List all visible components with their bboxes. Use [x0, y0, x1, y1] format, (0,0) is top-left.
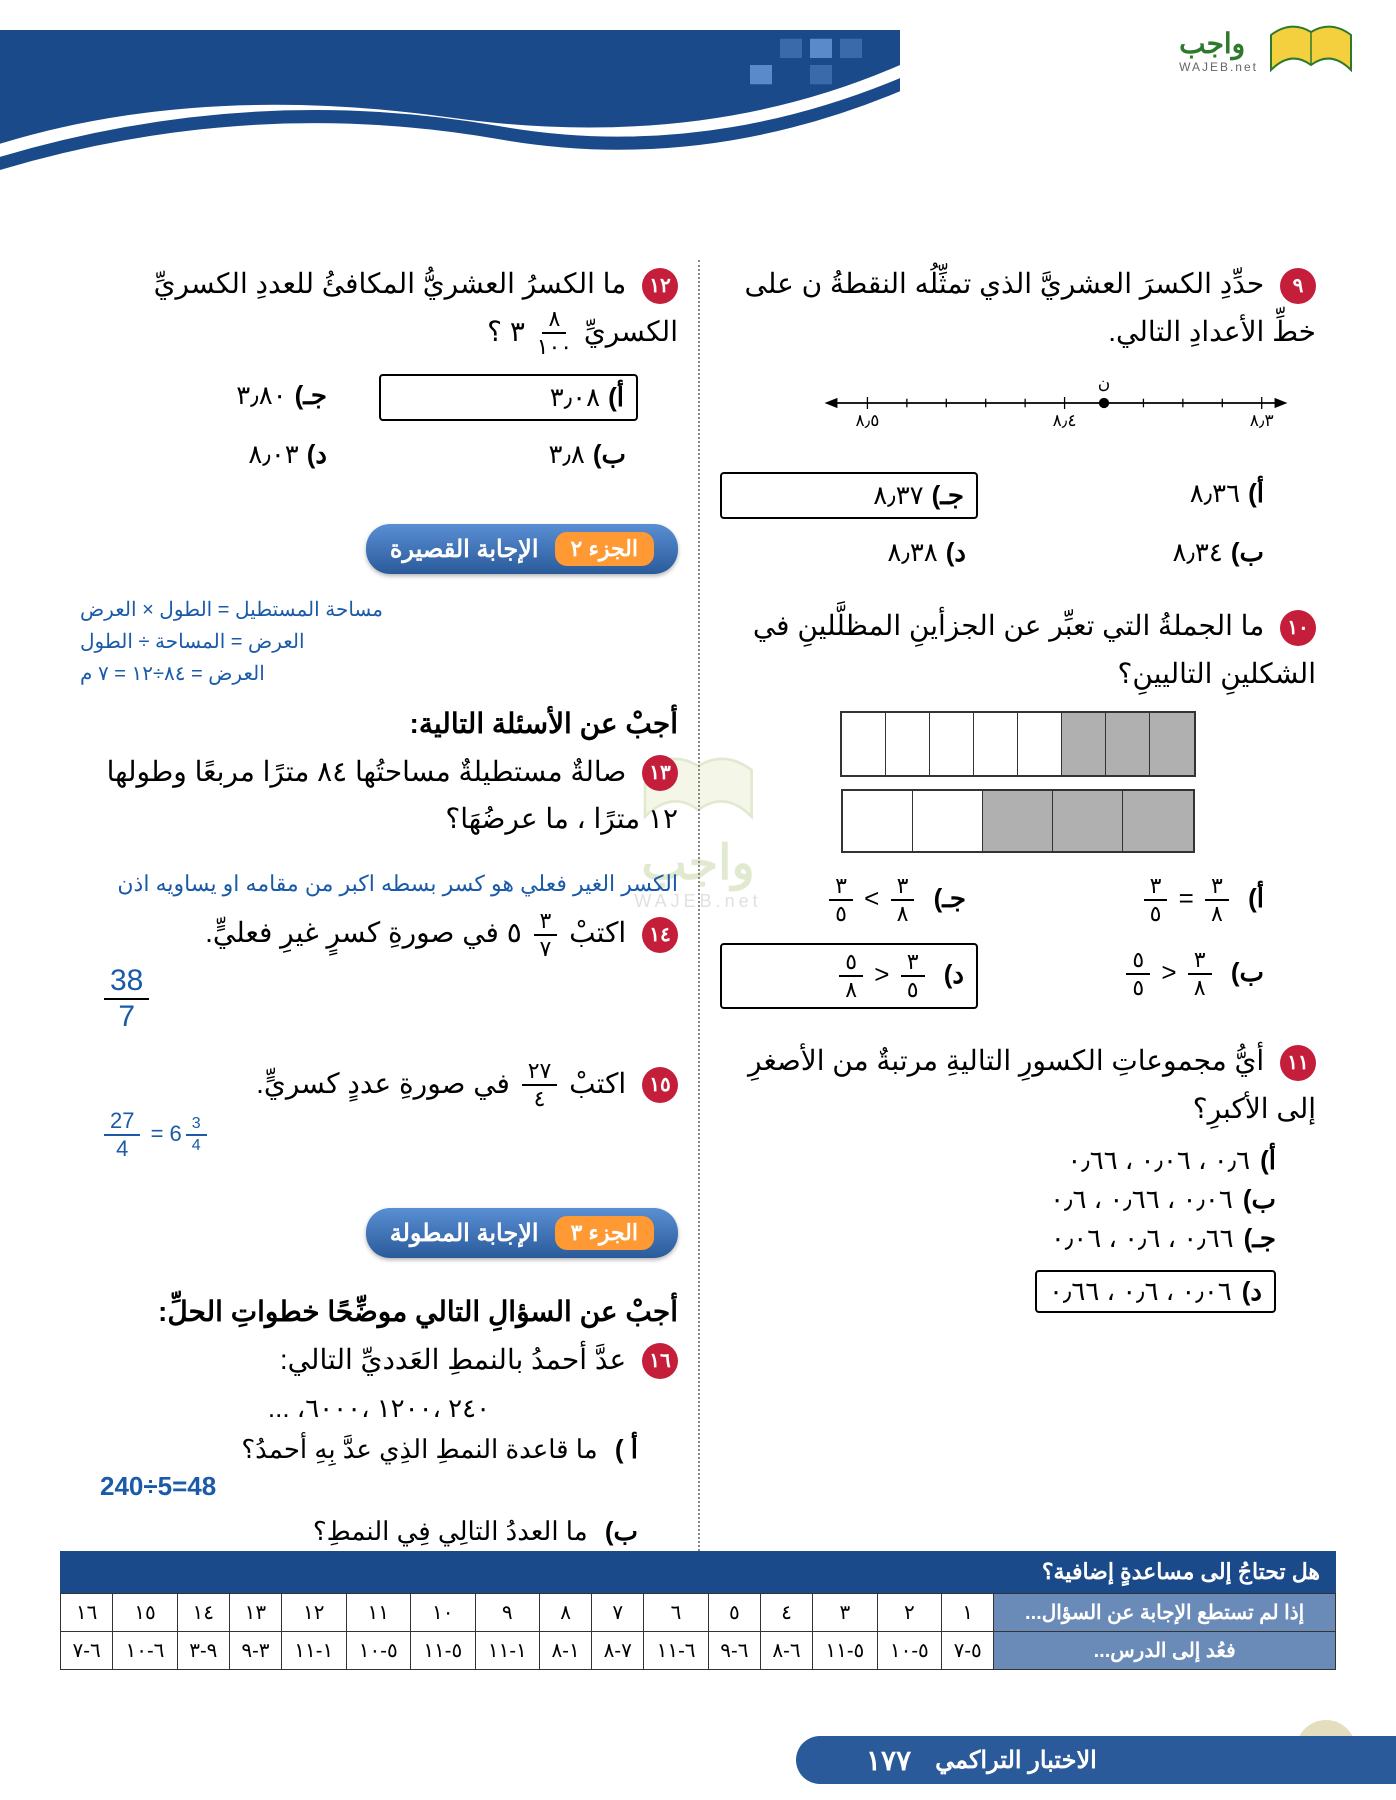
section-3-banner: الجزء ٣ الإجابة المطولة [366, 1208, 678, 1258]
q9-opt-a: أ)٨٫٣٦ [1018, 472, 1276, 519]
q15-answer: 274 = 634 [100, 1110, 678, 1160]
q16a-answer: 240÷5=48 [100, 1471, 678, 1502]
nl-right: ٨٫٣ [1250, 410, 1274, 430]
q10-opt-b: ب) ٣٨ < ٥٥ [1018, 943, 1276, 1009]
right-column: ٩ حدِّدِ الكسرَ العشريَّ الذي تمثِّلُه ا… [698, 260, 1336, 1575]
fraction-shapes [720, 711, 1316, 853]
q-number: ١١ [1280, 1045, 1316, 1081]
improper-hint: الكسر الغير فعلي هو كسر بسطه اكبر من مقا… [80, 871, 678, 897]
question-14: ١٤ اكتبْ ٣٧ ٥ في صورةِ كسرٍ غيرِ فعليٍّ.… [80, 909, 678, 1032]
help-table: هل تحتاجُ إلى مساعدةٍ إضافية؟ إذا لم تست… [60, 1551, 1336, 1670]
footer: الاختبار التراكمي ١٧٧ [0, 1710, 1396, 1800]
q9-opt-b: ب)٨٫٣٤ [1018, 531, 1276, 574]
q11-opt-c: جـ)٠٫٦٦ ، ٠٫٦ ، ٠٫٠٦ [760, 1223, 1276, 1254]
q12-opt-b: ب)٣٫٨ [379, 433, 638, 476]
q9-opt-c: جـ)٨٫٣٧ [720, 472, 978, 519]
instruction-2: أجبْ عن السؤالِ التالي موضِّحًا خطواتِ ا… [80, 1288, 678, 1336]
q10-opt-d: د) ٣٥ < ٥٨ [720, 943, 978, 1009]
logo: واجب WAJEB.net [1179, 20, 1356, 80]
point-n: ن [1098, 373, 1111, 392]
q12-opt-a: أ)٣٫٠٨ [379, 374, 638, 421]
question-13: ١٣ صالةٌ مستطيلةٌ مساحتُها ٨٤ مترًا مربع… [80, 748, 678, 843]
q11-text: أيُّ مجموعاتِ الكسورِ التاليةِ مرتبةٌ من… [748, 1045, 1316, 1124]
q12-opt-d: د)٨٫٠٣ [80, 433, 339, 476]
textbook-page: واجب WAJEB.net واجب WAJEB.net ٩ [0, 0, 1396, 1800]
q14-answer: 387 [100, 966, 678, 1032]
question-12: ١٢ ما الكسرُ العشريُّ المكافئُ للعددِ ال… [80, 260, 678, 476]
q-number: ١٠ [1280, 610, 1316, 646]
question-16: ١٦ عدَّ أحمدُ بالنمطِ العَدديِّ التالي: … [80, 1336, 678, 1548]
sequence: ... ،٢٤٠ ،١٢٠٠ ،٦٠٠٠ [80, 1393, 678, 1424]
formula-hints: مساحة المستطيل = الطول × العرض العرض = ا… [80, 594, 678, 690]
q10-opt-c: جـ) ٣٨ > ٣٥ [720, 869, 978, 931]
logo-text-en: WAJEB.net [1179, 60, 1258, 74]
q9-text: حدِّدِ الكسرَ العشريَّ الذي تمثِّلُه الن… [745, 268, 1317, 347]
q11-opt-b: ب)٠٫٠٦ ، ٠٫٦٦ ، ٠٫٦ [760, 1184, 1276, 1215]
q-number: ٩ [1280, 268, 1316, 304]
header: واجب WAJEB.net [0, 0, 1396, 220]
question-9: ٩ حدِّدِ الكسرَ العشريَّ الذي تمثِّلُه ا… [720, 260, 1316, 574]
book-icon [1266, 20, 1356, 80]
q16-sub-b: ب) ما العددُ التالِي فِي النمطِ؟ [120, 1516, 638, 1547]
q12-opt-c: جـ)٣٫٨٠ [80, 374, 339, 421]
number-line: ن ٨٫٥ ٨٫٤ ٨٫٣ [816, 373, 1296, 433]
content: ٩ حدِّدِ الكسرَ العشريَّ الذي تمثِّلُه ا… [60, 260, 1336, 1575]
q10-opt-a: أ) ٣٨ = ٣٥ [1018, 869, 1276, 931]
q9-opt-d: د)٨٫٣٨ [720, 531, 978, 574]
logo-text-ar: واجب [1179, 27, 1245, 60]
nl-left: ٨٫٥ [855, 410, 879, 430]
question-15: ١٥ اكتبْ ٢٧٤ في صورةِ عددٍ كسريٍّ. 274 =… [80, 1060, 678, 1161]
instruction-1: أجبْ عن الأسئلة التالية: [80, 700, 678, 748]
q11-opt-d: د)٠٫٠٦ ، ٠٫٦ ، ٠٫٦٦ [1035, 1270, 1276, 1313]
q16-sub-a: أ ) ما قاعدة النمطِ الذِي عدَّ بِهِ أحمد… [120, 1434, 638, 1465]
q-number: ١٢ [642, 268, 678, 304]
q11-opt-a: أ)٠٫٦ ، ٠٫٠٦ ، ٠٫٦٦ [760, 1145, 1276, 1176]
left-column: ١٢ ما الكسرُ العشريُّ المكافئُ للعددِ ال… [60, 260, 698, 1575]
q10-text: ما الجملةُ التي تعبِّر عن الجزأينِ المظل… [753, 610, 1316, 689]
header-ribbon [0, 30, 900, 170]
question-11: ١١ أيُّ مجموعاتِ الكسورِ التاليةِ مرتبةٌ… [720, 1037, 1316, 1320]
question-10: ١٠ ما الجملةُ التي تعبِّر عن الجزأينِ ال… [720, 602, 1316, 1009]
nl-mid: ٨٫٤ [1053, 410, 1077, 430]
section-2-banner: الجزء ٢ الإجابة القصيرة [366, 524, 678, 574]
